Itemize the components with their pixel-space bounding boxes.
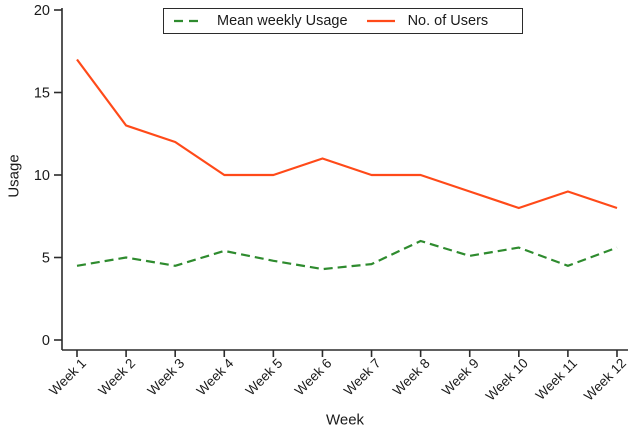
x-tick-label: Week 4	[194, 355, 237, 398]
legend: Mean weekly Usage No. of Users	[163, 8, 523, 34]
x-tick-label: Week 1	[46, 356, 89, 399]
x-tick-label: Week 12	[581, 356, 629, 404]
solid-line-sample-icon	[366, 19, 395, 23]
x-tick-label: Week 8	[390, 356, 433, 399]
series-line-no-of-users	[76, 58, 618, 210]
legend-label-mean-weekly-usage: Mean weekly Usage	[217, 13, 348, 29]
x-tick-label: Week 10	[483, 356, 531, 404]
legend-item-mean-weekly-usage: Mean weekly Usage	[173, 13, 348, 29]
y-tick-label: 5	[42, 251, 50, 267]
dashed-line-sample-icon	[174, 19, 204, 23]
x-axis-title: Week	[325, 411, 365, 429]
y-tick-label: 20	[34, 3, 50, 19]
y-tick-label: 0	[42, 333, 50, 349]
x-tick-label: Week 3	[144, 356, 187, 399]
x-tick-label: Week 7	[341, 356, 384, 399]
x-tick-label: Week 6	[292, 356, 335, 399]
x-tick-label: Week 2	[95, 356, 138, 399]
x-tick-label: Week 5	[243, 356, 286, 399]
x-tick-label: Week 11	[533, 356, 580, 403]
y-tick-label: 10	[34, 168, 50, 184]
y-axis-title: Usage	[5, 154, 23, 198]
series-line-mean-weekly-usage	[76, 239, 618, 271]
legend-item-no-of-users: No. of Users	[366, 13, 489, 29]
x-tick-label: Week 9	[439, 356, 482, 399]
legend-label-no-of-users: No. of Users	[407, 13, 489, 29]
y-tick-label: 15	[34, 86, 50, 102]
